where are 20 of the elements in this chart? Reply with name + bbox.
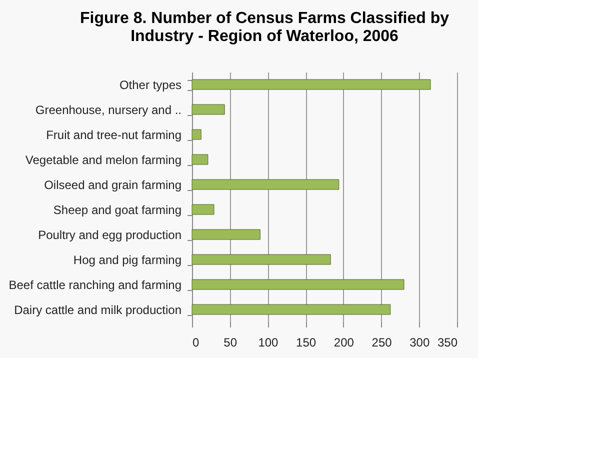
y-tick-label: Oilseed and grain farming xyxy=(44,178,182,192)
x-tick-label: 300 xyxy=(410,336,430,350)
y-tick-label: Fruit and tree-nut farming xyxy=(46,128,182,142)
text: Figure 8. Number of Census Farms Classified by xyxy=(80,10,449,27)
y-tick-label: Hog and pig farming xyxy=(73,253,182,267)
x-tick-label: 50 xyxy=(224,336,238,350)
x-tick-label: 100 xyxy=(258,336,279,350)
x-tick-label: 350 xyxy=(437,336,458,350)
x-tick-label: 150 xyxy=(296,336,316,350)
y-tick-label: Greenhouse, nursery and .. xyxy=(35,103,182,117)
x-tick-label: 250 xyxy=(372,336,392,350)
x-tick-label: 0 xyxy=(192,336,200,350)
x-tick-label: 200 xyxy=(334,336,354,350)
y-tick-label: Vegetable and melon farming xyxy=(25,153,182,167)
text: Industry - Region of Waterloo, 2006 xyxy=(130,28,398,45)
y-tick-label: Sheep and goat farming xyxy=(53,203,182,217)
y-tick-label: Other types xyxy=(119,78,182,92)
y-tick-label: Poultry and egg production xyxy=(38,228,182,242)
y-tick-label: Dairy cattle and milk production xyxy=(14,303,182,317)
y-tick-label: Beef cattle ranching and farming xyxy=(8,278,182,292)
